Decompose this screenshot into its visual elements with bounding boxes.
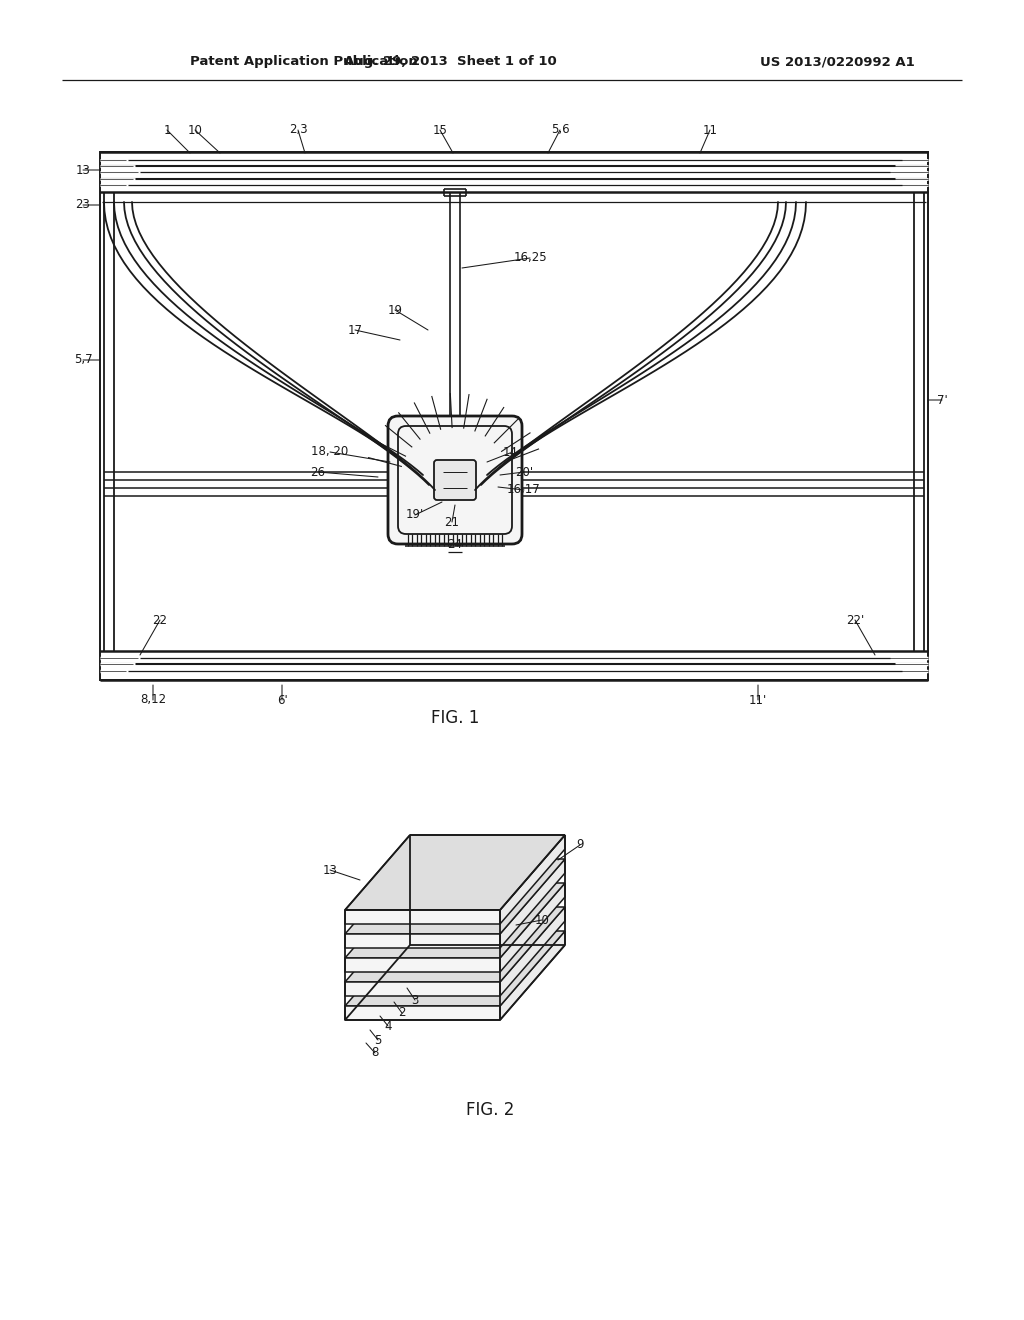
- Text: 22': 22': [846, 614, 864, 627]
- Text: 1: 1: [163, 124, 171, 136]
- Text: 11: 11: [702, 124, 718, 136]
- Text: 9: 9: [577, 838, 584, 851]
- Text: 15: 15: [432, 124, 447, 136]
- Polygon shape: [345, 907, 565, 982]
- FancyBboxPatch shape: [388, 416, 522, 544]
- Polygon shape: [345, 836, 565, 909]
- Text: 21: 21: [444, 516, 460, 528]
- Polygon shape: [345, 1006, 500, 1020]
- Polygon shape: [500, 859, 565, 948]
- Text: 23: 23: [76, 198, 90, 211]
- Polygon shape: [345, 909, 500, 924]
- Text: 13: 13: [76, 164, 90, 177]
- Polygon shape: [500, 931, 565, 1020]
- Text: 2,3: 2,3: [289, 124, 307, 136]
- Text: 16,25: 16,25: [513, 252, 547, 264]
- Text: 19: 19: [387, 304, 402, 317]
- Text: FIG. 2: FIG. 2: [466, 1101, 514, 1119]
- Text: 24: 24: [447, 539, 463, 552]
- Text: 11': 11': [749, 693, 767, 706]
- Polygon shape: [345, 958, 500, 972]
- Text: 16,17: 16,17: [507, 483, 541, 496]
- Polygon shape: [345, 931, 565, 1006]
- Bar: [100, 152, 928, 680]
- Text: 17: 17: [347, 323, 362, 337]
- Text: 26: 26: [310, 466, 326, 479]
- Polygon shape: [345, 982, 500, 997]
- Text: 6': 6': [276, 693, 288, 706]
- Polygon shape: [345, 935, 500, 948]
- Text: 19': 19': [406, 508, 424, 521]
- Text: 13: 13: [323, 863, 338, 876]
- Text: 5,7: 5,7: [74, 354, 92, 367]
- Text: 3: 3: [412, 994, 419, 1006]
- Text: Aug. 29, 2013  Sheet 1 of 10: Aug. 29, 2013 Sheet 1 of 10: [344, 55, 556, 69]
- Text: US 2013/0220992 A1: US 2013/0220992 A1: [760, 55, 914, 69]
- Text: 7': 7': [937, 393, 947, 407]
- Text: 4: 4: [384, 1019, 392, 1032]
- Polygon shape: [500, 883, 565, 972]
- Text: FIG. 1: FIG. 1: [431, 709, 479, 727]
- Text: 5,6: 5,6: [551, 124, 569, 136]
- Text: 10: 10: [187, 124, 203, 136]
- Text: 8: 8: [372, 1047, 379, 1060]
- Text: 2: 2: [398, 1006, 406, 1019]
- Polygon shape: [345, 883, 565, 958]
- Text: Patent Application Publication: Patent Application Publication: [190, 55, 418, 69]
- Text: 10: 10: [535, 913, 550, 927]
- Text: 18, 20: 18, 20: [311, 446, 348, 458]
- Text: 22: 22: [153, 614, 168, 627]
- Polygon shape: [500, 907, 565, 997]
- FancyBboxPatch shape: [434, 459, 476, 500]
- Text: 8,12: 8,12: [140, 693, 166, 706]
- Text: 5: 5: [375, 1034, 382, 1047]
- Polygon shape: [345, 859, 565, 935]
- Text: 14: 14: [503, 446, 517, 459]
- Polygon shape: [500, 836, 565, 924]
- Text: 20': 20': [515, 466, 534, 479]
